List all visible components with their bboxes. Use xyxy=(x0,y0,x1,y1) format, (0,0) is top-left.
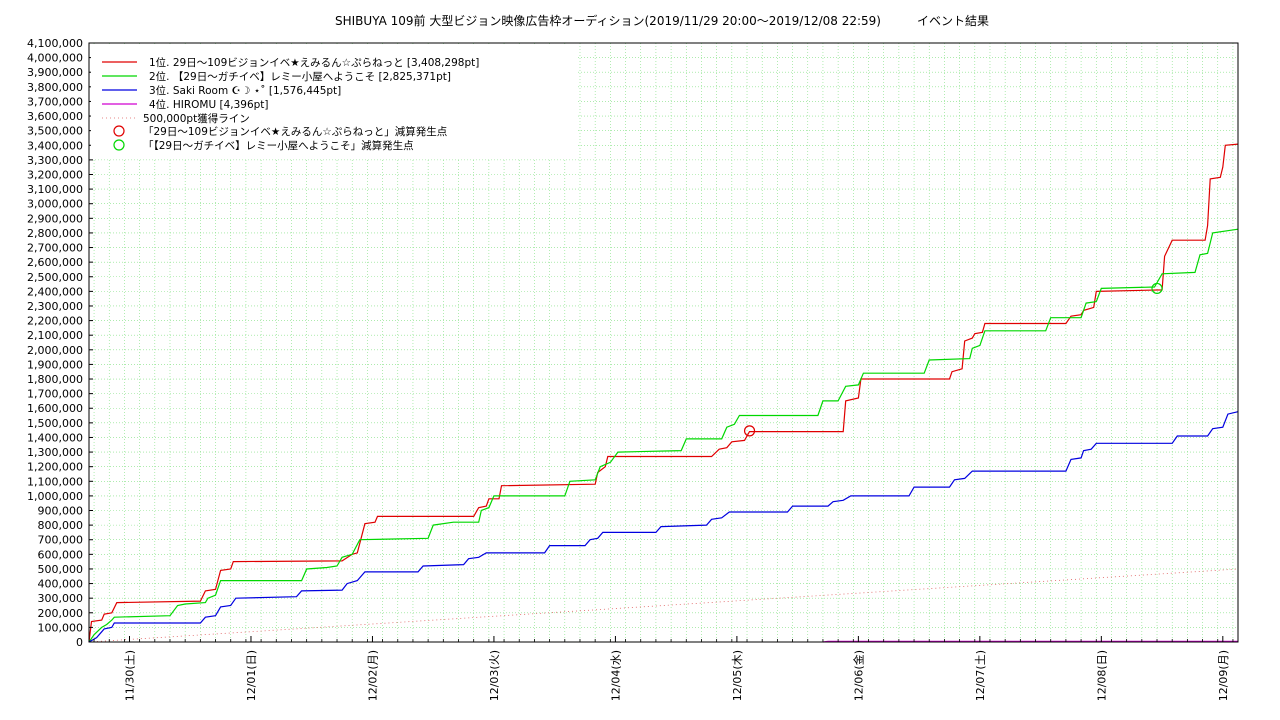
x-tick-label: 12/08(日) xyxy=(1095,650,1108,701)
y-tick-label: 1,400,000 xyxy=(27,431,83,444)
y-tick-label: 900,000 xyxy=(38,505,84,518)
y-tick-label: 1,800,000 xyxy=(27,373,83,386)
y-tick-label: 1,900,000 xyxy=(27,358,83,371)
y-tick-label: 1,000,000 xyxy=(27,490,83,503)
y-tick-label: 2,200,000 xyxy=(27,315,83,328)
y-tick-label: 4,000,000 xyxy=(27,52,83,65)
y-tick-label: 1,500,000 xyxy=(27,417,83,430)
x-tick-label: 12/05(木) xyxy=(731,650,744,701)
chart-title: SHIBUYA 109前 大型ビジョン映像広告枠オーディション(2019/11/… xyxy=(335,13,989,28)
y-tick-label: 0 xyxy=(76,636,83,649)
legend-label-2: 2位. 【29日〜ガチイベ】レミー小屋へようこそ [2,825,371pt] xyxy=(149,70,451,83)
y-tick-label: 3,100,000 xyxy=(27,183,83,196)
legend-label-4: 4位. HIROMU [4,396pt] xyxy=(149,98,269,111)
y-tick-label: 2,600,000 xyxy=(27,256,83,269)
y-tick-label: 2,500,000 xyxy=(27,271,83,284)
y-tick-label: 1,100,000 xyxy=(27,475,83,488)
y-tick-label: 3,800,000 xyxy=(27,81,83,94)
y-tick-label: 100,000 xyxy=(38,621,84,634)
legend-label-5: 500,000pt獲得ライン xyxy=(143,112,250,125)
deduction-markers xyxy=(743,282,1163,437)
y-tick-label: 3,700,000 xyxy=(27,95,83,108)
plot-frame xyxy=(88,42,1239,643)
x-tick-label: 11/30(土) xyxy=(123,650,136,701)
y-tick-label: 1,700,000 xyxy=(27,388,83,401)
y-tick-label: 1,200,000 xyxy=(27,461,83,474)
y-tick-label: 500,000 xyxy=(38,563,84,576)
legend-label-1: 1位. 29日〜109ビジョンイベ★えみるん☆ぷらねっと [3,408,298p… xyxy=(149,56,479,69)
y-tick-label: 700,000 xyxy=(38,534,84,547)
x-tick-label: 12/06(金) xyxy=(851,650,865,701)
y-tick-label: 400,000 xyxy=(38,578,84,591)
y-tick-label: 2,000,000 xyxy=(27,344,83,357)
deduction-marker-2 xyxy=(1151,282,1163,295)
legend-marker-swatch-1 xyxy=(113,125,125,137)
y-tick-label: 3,300,000 xyxy=(27,154,83,167)
x-tick-label: 12/03(火) xyxy=(488,650,501,701)
legend: 1位. 29日〜109ビジョンイベ★えみるん☆ぷらねっと [3,408,298p… xyxy=(91,46,576,158)
y-tick-label: 3,500,000 xyxy=(27,125,83,138)
y-tick-label: 1,600,000 xyxy=(27,402,83,415)
y-tick-label: 800,000 xyxy=(38,519,84,532)
y-tick-label: 2,700,000 xyxy=(27,242,83,255)
y-tick-label: 300,000 xyxy=(38,592,84,605)
y-tick-label: 1,300,000 xyxy=(27,446,83,459)
y-tick-label: 2,400,000 xyxy=(27,285,83,298)
deduction-marker-1 xyxy=(743,425,756,437)
y-tick-label: 4,100,000 xyxy=(27,37,83,50)
x-tick-label: 12/09(月) xyxy=(1217,650,1230,701)
legend-marker-swatch-2 xyxy=(113,139,125,151)
x-tick-label: 12/04(水) xyxy=(609,650,622,701)
series-line-1 xyxy=(88,143,1239,643)
series-line-3 xyxy=(88,411,1239,643)
y-tick-label: 3,200,000 xyxy=(27,168,83,181)
legend-marker-label-2: 「【29日〜ガチイベ】レミー小屋へようこそ」減算発生点 xyxy=(143,139,414,152)
series-line-2 xyxy=(88,228,1239,643)
legend-background xyxy=(91,46,576,158)
legend-marker-label-1: 「29日〜109ビジョンイベ★えみるん☆ぷらねっと」減算発生点 xyxy=(143,125,447,138)
y-tick-label: 2,100,000 xyxy=(27,329,83,342)
y-tick-label: 3,900,000 xyxy=(27,66,83,79)
x-tick-label: 12/01(日) xyxy=(245,650,258,701)
legend-label-3: 3位. Saki Room ☪︎☽ ⋆˚ [1,576,445pt] xyxy=(149,84,341,97)
y-tick-label: 2,800,000 xyxy=(27,227,83,240)
y-tick-label: 3,000,000 xyxy=(27,198,83,211)
y-tick-label: 600,000 xyxy=(38,548,84,561)
y-tick-label: 2,900,000 xyxy=(27,212,83,225)
y-tick-label: 200,000 xyxy=(38,607,84,620)
y-tick-label: 2,300,000 xyxy=(27,300,83,313)
y-tick-label: 3,400,000 xyxy=(27,139,83,152)
y-tick-label: 3,600,000 xyxy=(27,110,83,123)
x-tick-label: 12/07(土) xyxy=(974,650,987,701)
x-tick-label: 12/02(月) xyxy=(366,650,379,701)
